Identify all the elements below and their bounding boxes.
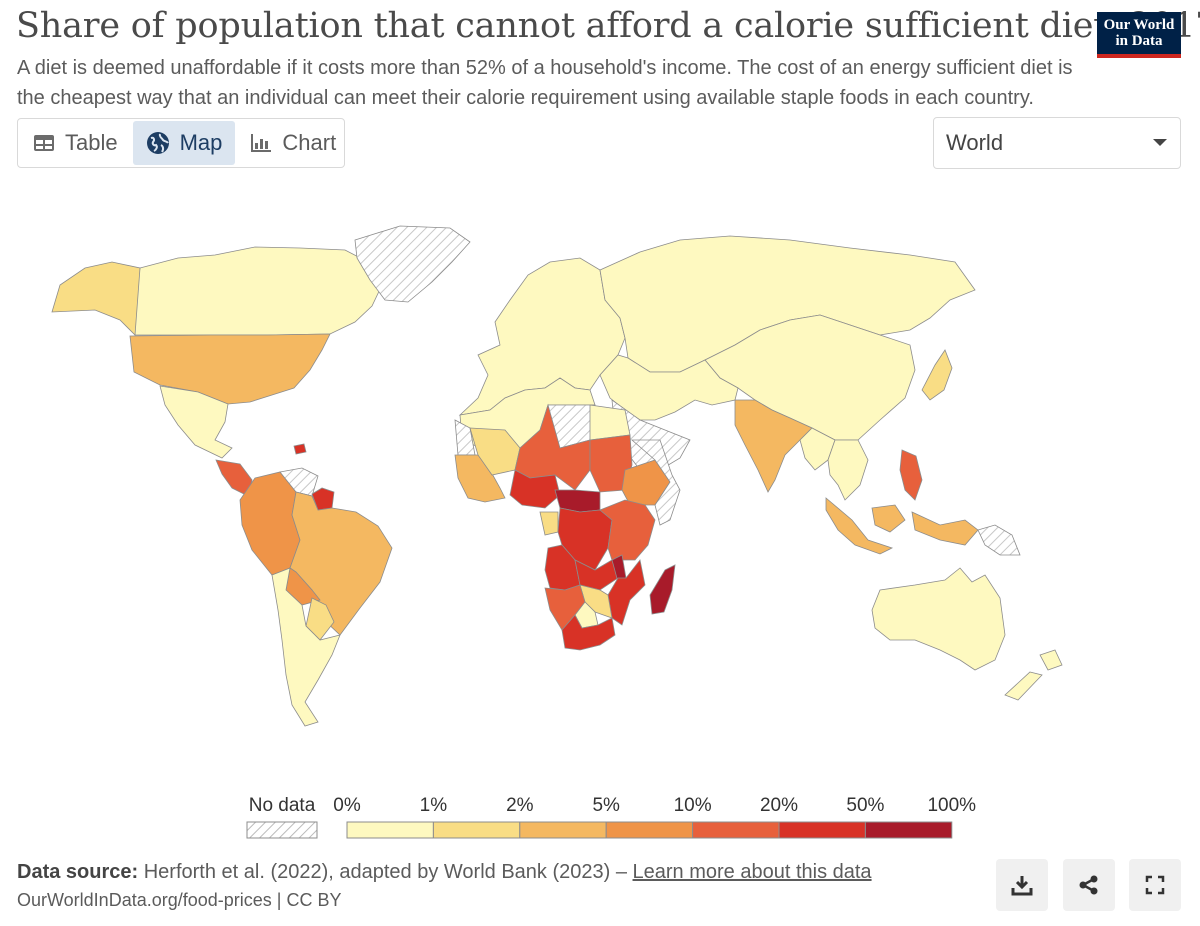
data-source: Data source: Herforth et al. (2022), ada… — [17, 861, 872, 884]
legend-swatch-1[interactable] — [432, 821, 521, 839]
legend-tick-label: 5% — [592, 795, 620, 816]
download-icon — [1011, 876, 1033, 896]
view-tabs: Table Map Chart — [17, 118, 345, 168]
region-madagascar[interactable] — [649, 564, 676, 615]
legend-tick-label: 50% — [846, 795, 884, 816]
logo-line-1: Our World — [1103, 17, 1175, 33]
region-united-states[interactable] — [129, 333, 331, 405]
map-legend: No data 0% 1% 2% 5% 10% 20% 50% 100% — [246, 795, 976, 839]
region-canada[interactable] — [134, 246, 383, 336]
legend-tick-label: 1% — [420, 795, 448, 816]
region-japan[interactable] — [921, 349, 953, 401]
region-haiti[interactable] — [293, 443, 307, 455]
legend-swatch-3[interactable] — [605, 821, 694, 839]
chart-title: Share of population that cannot afford a… — [16, 6, 1200, 46]
tab-table-label: Table — [65, 130, 118, 155]
legend-no-data-label: No data — [249, 795, 316, 816]
region-paraguay[interactable] — [305, 597, 335, 641]
region-south-africa[interactable] — [561, 614, 616, 651]
legend-tick-label: 10% — [674, 795, 712, 816]
region-greenland[interactable] — [354, 225, 471, 303]
source-url: OurWorldInData.org/food-prices | CC BY — [17, 890, 342, 910]
region-india[interactable] — [734, 399, 813, 493]
region-select[interactable]: World — [933, 117, 1181, 169]
region-alaska[interactable] — [51, 261, 141, 336]
legend-swatch-5[interactable] — [778, 821, 866, 839]
fullscreen-button[interactable] — [1129, 859, 1181, 911]
share-button[interactable] — [1063, 859, 1115, 911]
region-argentina-chile[interactable] — [271, 567, 341, 727]
region-venezuela[interactable] — [279, 467, 319, 497]
legend-swatch-2[interactable] — [519, 821, 607, 839]
region-egypt[interactable] — [589, 404, 631, 441]
chevron-down-icon — [1153, 139, 1167, 146]
chart-subtitle: A diet is deemed unaffordable if it cost… — [17, 57, 1073, 109]
share-icon — [1079, 875, 1098, 895]
learn-more-link[interactable]: Learn more about this data — [632, 861, 872, 883]
data-source-label: Data source: — [17, 861, 139, 883]
globe-icon — [146, 132, 169, 154]
region-philippines[interactable] — [899, 449, 923, 501]
legend-swatch-4[interactable] — [692, 821, 780, 839]
region-select-value: World — [946, 130, 1004, 155]
region-nigeria[interactable] — [509, 469, 561, 509]
region-indonesia[interactable] — [825, 497, 979, 555]
tab-chart-label: Chart — [282, 130, 337, 155]
download-button[interactable] — [996, 859, 1048, 911]
logo-line-2: in Data — [1115, 33, 1163, 49]
owid-logo[interactable]: Our World in Data — [1097, 12, 1181, 58]
legend-tick-label: 100% — [927, 795, 976, 816]
legend-tick-label: 0% — [333, 795, 361, 816]
region-colombia-peru-ecuador[interactable] — [239, 471, 301, 576]
tab-map-label: Map — [179, 130, 223, 155]
region-southeast-asia[interactable] — [827, 439, 869, 501]
legend-tick-label: 2% — [506, 795, 534, 816]
chart-icon — [251, 134, 272, 152]
legend-swatch-0[interactable] — [346, 821, 434, 839]
legend-no-data-swatch — [246, 821, 318, 839]
world-map — [51, 225, 1063, 727]
legend-swatch-6[interactable] — [864, 821, 953, 839]
tab-map[interactable]: Map — [132, 121, 236, 165]
table-icon — [34, 135, 54, 151]
fullscreen-icon — [1145, 875, 1165, 895]
legend-tick-label: 20% — [760, 795, 798, 816]
region-australia[interactable] — [871, 567, 1006, 671]
region-papua-new-guinea[interactable] — [977, 524, 1021, 556]
region-brazil[interactable] — [289, 491, 393, 636]
region-new-zealand[interactable] — [1004, 649, 1063, 701]
region-dr-congo[interactable] — [557, 507, 613, 571]
data-source-text: Herforth et al. (2022), adapted by World… — [143, 861, 627, 883]
tab-table[interactable]: Table — [20, 121, 131, 165]
region-gabon[interactable] — [539, 511, 559, 536]
region-kenya-uganda-tanzania[interactable] — [599, 499, 656, 561]
tab-chart[interactable]: Chart — [237, 121, 349, 165]
region-mexico[interactable] — [159, 385, 233, 459]
region-eritrea-somalia[interactable] — [630, 439, 681, 526]
